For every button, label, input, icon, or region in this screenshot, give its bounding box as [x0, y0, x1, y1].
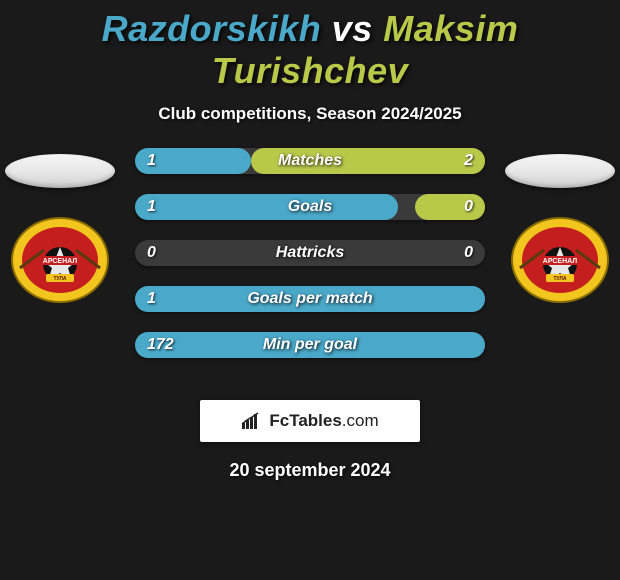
stat-value-right: 0	[464, 198, 473, 216]
stat-value-left: 1	[147, 152, 156, 170]
svg-text:АРСЕНАЛ: АРСЕНАЛ	[543, 258, 577, 265]
svg-text:ТУЛА: ТУЛА	[53, 276, 66, 282]
page-title: Razdorskikh vs Maksim Turishchev	[0, 8, 620, 92]
stat-row: 1 2 Matches	[135, 148, 485, 174]
stat-value-right: 2	[464, 152, 473, 170]
stat-label: Min per goal	[263, 336, 357, 354]
stat-fill-left	[135, 194, 398, 220]
bar-chart-icon	[241, 412, 263, 430]
stat-label: Goals	[288, 198, 332, 216]
stat-label: Goals per match	[247, 290, 372, 308]
stat-row: 0 0 Hattricks	[135, 240, 485, 266]
brand-suffix: .com	[342, 411, 379, 430]
club-badge-left: АРСЕНАЛ ТУЛА	[10, 216, 110, 304]
stat-fill-right	[415, 194, 485, 220]
arsenal-tula-crest-icon: АРСЕНАЛ ТУЛА	[10, 216, 110, 304]
stat-row: 1 0 Goals	[135, 194, 485, 220]
title-vs: vs	[321, 8, 383, 49]
brand-text: FcTables.com	[269, 411, 378, 431]
stats-card: Razdorskikh vs Maksim Turishchev Club co…	[0, 0, 620, 481]
stat-value-left: 172	[147, 336, 174, 354]
svg-text:ТУЛА: ТУЛА	[553, 276, 566, 282]
stat-value-right: 0	[464, 244, 473, 262]
stat-row: 172 Min per goal	[135, 332, 485, 358]
arsenal-tula-crest-icon: АРСЕНАЛ ТУЛА	[510, 216, 610, 304]
date-text: 20 september 2024	[0, 460, 620, 481]
stat-value-left: 1	[147, 290, 156, 308]
title-player-left: Razdorskikh	[102, 8, 322, 49]
stat-value-left: 0	[147, 244, 156, 262]
subtitle: Club competitions, Season 2024/2025	[0, 104, 620, 124]
country-badge-left	[5, 154, 115, 188]
comparison-area: АРСЕНАЛ ТУЛА	[0, 154, 620, 394]
stat-row: 1 Goals per match	[135, 286, 485, 312]
stat-label: Hattricks	[276, 244, 344, 262]
club-badge-right: АРСЕНАЛ ТУЛА	[510, 216, 610, 304]
stat-value-left: 1	[147, 198, 156, 216]
svg-text:АРСЕНАЛ: АРСЕНАЛ	[43, 258, 77, 265]
left-player-column: АРСЕНАЛ ТУЛА	[0, 154, 120, 304]
country-badge-right	[505, 154, 615, 188]
brand-box: FcTables.com	[200, 400, 420, 442]
stat-label: Matches	[278, 152, 342, 170]
brand-name: FcTables	[269, 411, 341, 430]
stat-rows: 1 2 Matches 1 0 Goals 0 0 Hattricks 1 Goals per ma…	[135, 148, 485, 378]
right-player-column: АРСЕНАЛ ТУЛА	[500, 154, 620, 304]
